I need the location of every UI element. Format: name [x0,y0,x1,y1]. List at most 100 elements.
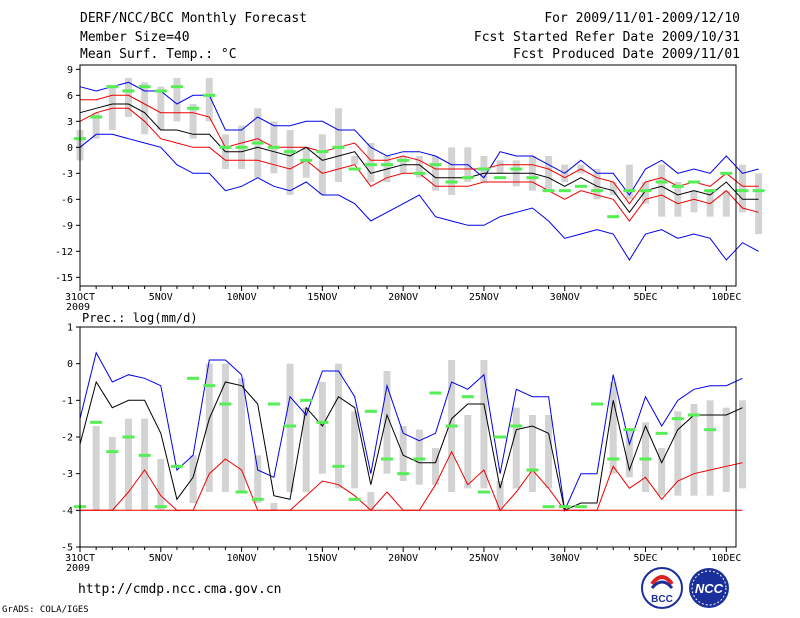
spread-box [480,360,488,489]
observed-marker [267,145,280,149]
series-upper-line [80,94,759,205]
spread-box [286,130,294,195]
spread-box [173,78,181,122]
observed-marker [461,395,474,399]
spread-box [221,363,229,492]
spread-box [124,78,132,117]
spread-box [415,156,423,178]
spread-box [335,363,343,489]
observed-marker [429,391,442,395]
spread-box [674,182,682,217]
observed-marker [639,457,652,461]
spread-box [545,156,553,191]
observed-marker [671,184,684,188]
spread-box [141,82,149,135]
spread-box [205,363,213,492]
y-tick-label: 1 [67,323,73,334]
observed-marker [203,93,216,97]
x-tick-label: 15NOV [307,292,337,303]
spread-box [351,411,359,489]
observed-marker [348,167,361,171]
spread-box [690,404,698,496]
spread-box [431,156,439,191]
spread-box [92,426,100,511]
observed-marker [477,167,490,171]
x-tick-label: 30NOV [550,553,580,564]
x-tick-label: 10NOV [227,292,257,303]
spread-box [625,164,633,200]
spread-box [609,182,617,195]
spread-box [335,108,343,182]
observed-marker [574,505,587,509]
observed-marker [235,490,248,494]
spread-box [738,400,746,489]
observed-marker [445,424,458,428]
observed-marker [607,457,620,461]
observed-marker [219,402,232,406]
observed-marker [90,115,103,119]
series-mean-line [79,380,743,512]
plot-frame [79,64,737,287]
y-tick-label: 9 [67,65,73,76]
observed-marker [574,184,587,188]
spread-box [173,510,181,512]
observed-marker [413,457,426,461]
y-tick-label: -1 [61,396,73,407]
observed-marker [348,497,361,501]
spread-box [722,190,730,217]
observed-marker [251,141,264,145]
observed-marker [687,180,700,184]
observed-marker [558,505,571,509]
observed-marker [284,424,297,428]
observed-marker [736,189,749,193]
start-date: Fcst Started Refer Date 2009/10/31 [473,30,740,45]
y-tick-label: -3 [61,469,73,480]
spread-box [157,86,165,130]
y-tick-label: 6 [67,91,73,102]
observed-marker [558,189,571,193]
spread-box [722,407,730,492]
x-tick-label: 25NOV [469,292,499,303]
spread-box [189,455,197,503]
source-url[interactable]: http://cmdp.ncc.cma.gov.cn [78,582,282,597]
observed-marker [90,420,103,424]
x-tick-label: 20NOV [388,553,418,564]
x-year-label: 2009 [66,302,90,313]
series-max-line [79,351,743,513]
y-tick-label: 0 [67,143,73,154]
x-tick-label: 31OCT [65,553,95,564]
observed-marker [526,176,539,180]
observed-marker [591,189,604,193]
produced-date: Fcst Produced Date 2009/11/01 [513,47,740,62]
observed-marker [655,431,668,435]
spread-box [625,429,633,478]
spread-box [415,429,423,485]
x-tick-label: 5NOV [149,292,173,303]
member-size: Member Size=40 [80,30,190,45]
spread-box [593,510,601,512]
observed-marker [413,171,426,175]
spread-box [92,112,100,139]
forecast-period: For 2009/11/01-2009/12/10 [544,11,740,26]
observed-marker [138,453,151,457]
observed-marker [397,158,410,162]
observed-marker [380,457,393,461]
observed-marker [364,409,377,413]
spread-box [674,411,682,496]
observed-marker [720,171,733,175]
y-tick-label: -15 [55,273,73,284]
spread-box [318,382,326,474]
series-min-line [79,133,759,261]
y-tick-label: -2 [61,433,73,444]
x-tick-label: 5DEC [633,292,657,303]
spread-box [431,448,439,485]
bcc-logo-text: BCC [651,594,673,605]
temperature-panel: 9 6 3 0 -3 -6 -9 -12 -15 31OCT 5NOV 10NOV 15NOV 20NOV… [55,64,765,313]
spread-box [496,481,504,511]
observed-marker [106,450,119,454]
observed-marker [316,420,329,424]
ncc-logo-text: NCC [695,581,724,596]
observed-marker [623,428,636,432]
observed-marker [316,150,329,154]
